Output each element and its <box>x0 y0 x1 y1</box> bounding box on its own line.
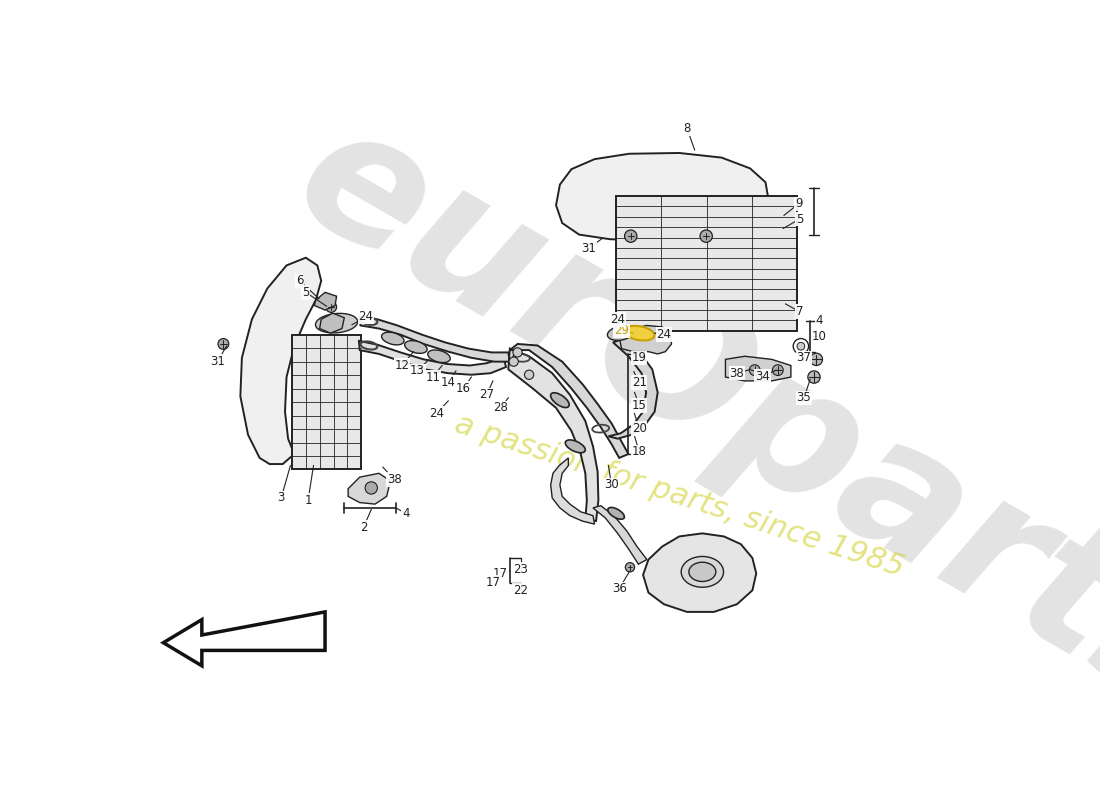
Bar <box>616 196 798 331</box>
Text: 2: 2 <box>360 521 367 534</box>
Text: 12: 12 <box>395 359 409 372</box>
Polygon shape <box>644 534 757 612</box>
Polygon shape <box>241 258 321 464</box>
Text: 14: 14 <box>441 376 455 389</box>
Text: 9: 9 <box>795 198 802 210</box>
Circle shape <box>749 365 760 375</box>
Ellipse shape <box>608 507 625 519</box>
Text: 17: 17 <box>493 567 508 580</box>
Circle shape <box>365 482 377 494</box>
Circle shape <box>700 230 713 242</box>
Text: a passion for parts, since 1985: a passion for parts, since 1985 <box>451 410 908 583</box>
Text: 36: 36 <box>612 582 627 595</box>
Circle shape <box>509 357 518 366</box>
Text: 30: 30 <box>604 478 619 491</box>
Text: 4: 4 <box>815 314 823 327</box>
Text: 1: 1 <box>305 494 312 506</box>
Text: 38: 38 <box>387 473 402 486</box>
Text: 37: 37 <box>796 351 812 364</box>
Text: 10: 10 <box>812 330 827 342</box>
Text: 23: 23 <box>514 563 528 576</box>
Ellipse shape <box>405 341 427 354</box>
Polygon shape <box>320 313 344 333</box>
Text: 31: 31 <box>581 242 596 255</box>
Text: 17: 17 <box>485 576 501 589</box>
Text: eurOparts: eurOparts <box>267 86 1100 752</box>
Circle shape <box>625 562 635 572</box>
Text: 5: 5 <box>302 286 309 299</box>
Text: 27: 27 <box>480 388 494 402</box>
Text: 22: 22 <box>513 584 528 597</box>
Polygon shape <box>726 356 791 381</box>
Polygon shape <box>348 474 390 504</box>
Circle shape <box>218 338 229 350</box>
Ellipse shape <box>607 326 634 340</box>
Polygon shape <box>619 326 671 354</box>
Text: 24: 24 <box>359 310 373 323</box>
Text: 31: 31 <box>210 355 224 368</box>
Ellipse shape <box>382 332 404 345</box>
Circle shape <box>798 342 805 350</box>
Polygon shape <box>556 153 769 241</box>
Text: 21: 21 <box>631 376 647 389</box>
Polygon shape <box>551 458 594 524</box>
Ellipse shape <box>689 562 716 582</box>
Text: 3: 3 <box>277 491 285 505</box>
Circle shape <box>810 353 823 366</box>
Text: 20: 20 <box>631 422 647 435</box>
Text: 19: 19 <box>631 351 647 364</box>
Text: 13: 13 <box>410 364 425 378</box>
Text: 38: 38 <box>729 366 745 380</box>
Polygon shape <box>510 344 628 458</box>
Ellipse shape <box>681 557 724 587</box>
Text: 16: 16 <box>456 382 471 395</box>
Text: 4: 4 <box>403 507 409 520</box>
Ellipse shape <box>624 326 654 341</box>
Polygon shape <box>508 349 598 521</box>
Text: 18: 18 <box>631 446 647 458</box>
Text: 24: 24 <box>429 406 444 420</box>
Ellipse shape <box>428 350 450 362</box>
Ellipse shape <box>551 393 569 407</box>
Circle shape <box>525 370 533 379</box>
Text: 7: 7 <box>795 305 803 318</box>
Text: 29: 29 <box>614 324 629 338</box>
Circle shape <box>513 348 522 357</box>
Polygon shape <box>163 612 326 666</box>
Text: 6: 6 <box>296 274 304 287</box>
Bar <box>292 334 361 470</box>
Text: 8: 8 <box>683 122 691 135</box>
Circle shape <box>807 371 821 383</box>
Text: 34: 34 <box>755 370 770 382</box>
Polygon shape <box>315 292 337 310</box>
Text: 11: 11 <box>426 370 440 383</box>
Circle shape <box>326 302 337 312</box>
Polygon shape <box>359 341 506 374</box>
Polygon shape <box>593 506 647 564</box>
Circle shape <box>625 230 637 242</box>
Text: 24: 24 <box>610 313 625 326</box>
Polygon shape <box>360 316 510 362</box>
Circle shape <box>772 365 783 375</box>
Text: 5: 5 <box>795 213 803 226</box>
Text: 28: 28 <box>493 402 508 414</box>
Ellipse shape <box>565 440 585 453</box>
Text: 24: 24 <box>657 328 671 341</box>
Text: 15: 15 <box>631 399 647 412</box>
Text: 35: 35 <box>796 391 812 404</box>
Ellipse shape <box>316 314 358 333</box>
Polygon shape <box>608 338 658 438</box>
